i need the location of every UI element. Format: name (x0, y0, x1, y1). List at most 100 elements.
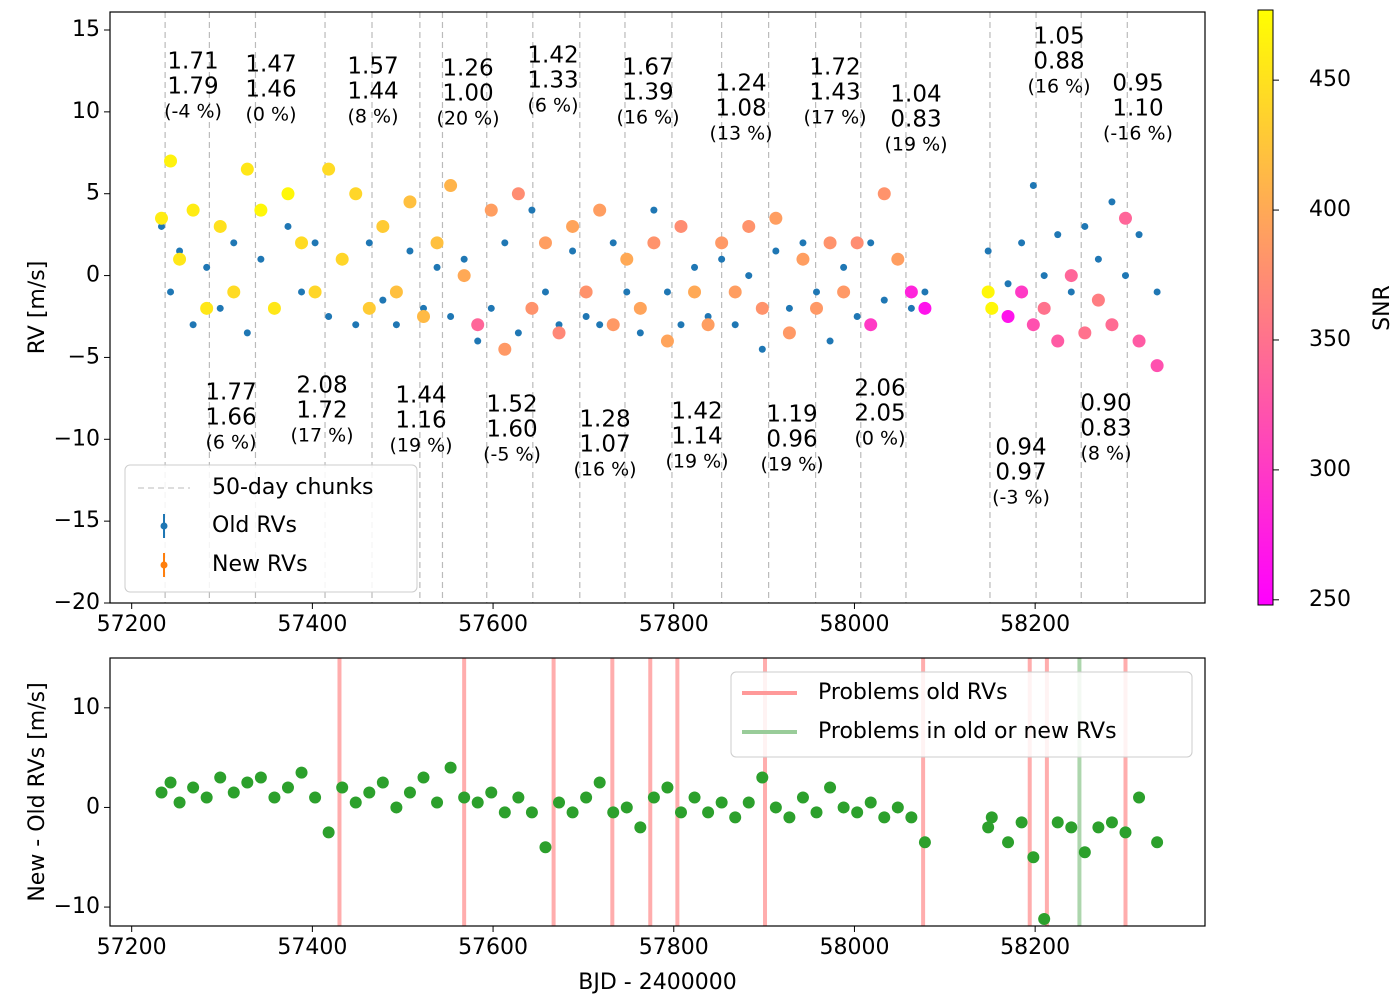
annotation-new: 1.72 (296, 398, 347, 424)
data-point (674, 806, 687, 819)
data-point (769, 211, 783, 225)
data-point (157, 222, 165, 230)
data-point (458, 791, 471, 804)
data-point (1105, 816, 1118, 829)
data-point (810, 301, 824, 315)
data-point (325, 313, 333, 321)
legend-label: New RVs (212, 552, 308, 577)
annotation-pct: (8 %) (1080, 443, 1131, 465)
x-tick-label: 57600 (458, 612, 528, 637)
data-point (758, 345, 766, 353)
data-point (647, 791, 660, 804)
legend-label: Old RVs (212, 513, 297, 538)
data-point (636, 329, 644, 337)
data-point (555, 321, 563, 329)
annotation-old: 1.44 (395, 383, 446, 409)
data-point (230, 239, 238, 247)
data-point (824, 781, 837, 794)
data-point (1133, 791, 1146, 804)
legend-box (730, 671, 1193, 758)
data-point (1054, 231, 1062, 239)
data-point (376, 219, 390, 233)
data-point (593, 776, 606, 789)
annotation-new: 0.88 (1033, 49, 1084, 75)
x-tick-label: 57200 (97, 612, 167, 637)
x-tick-label: 57400 (277, 612, 347, 637)
data-point (769, 801, 782, 814)
annotation-old: 1.04 (890, 82, 941, 108)
annotation-old: 1.77 (205, 380, 256, 406)
data-point (607, 806, 620, 819)
data-point (485, 786, 498, 799)
data-point (660, 334, 674, 348)
data-point (837, 801, 850, 814)
data-point (799, 239, 807, 247)
data-point (254, 771, 267, 784)
annotation-new: 1.07 (579, 432, 630, 458)
data-point (1026, 318, 1040, 332)
data-point (580, 791, 593, 804)
data-point (1038, 913, 1051, 926)
annotation-pct: (-4 %) (164, 101, 222, 123)
data-point (390, 801, 403, 814)
data-point (918, 301, 932, 315)
data-point (1091, 293, 1105, 307)
data-point (403, 195, 417, 209)
x-tick-label: 58200 (1000, 935, 1070, 960)
annotation-pct: (-3 %) (992, 487, 1050, 509)
annotation-old: 1.24 (715, 71, 766, 97)
annotation-new: 1.39 (622, 80, 673, 106)
data-point (525, 301, 539, 315)
data-point (164, 776, 177, 789)
annotation-old: 1.26 (442, 56, 493, 82)
annotation-new: 1.10 (1112, 96, 1163, 122)
data-point (1132, 334, 1146, 348)
annotation-pct: (19 %) (884, 134, 947, 156)
y-tick-label: −10 (54, 894, 100, 919)
data-point (173, 796, 186, 809)
data-point (688, 791, 701, 804)
data-point (853, 313, 861, 321)
data-point (984, 247, 992, 255)
data-point (186, 203, 200, 217)
data-point (1029, 182, 1037, 190)
annotation-pct: (19 %) (760, 454, 823, 476)
data-point (403, 786, 416, 799)
data-point (417, 771, 430, 784)
colorbar-label: SNR (1370, 285, 1395, 331)
data-point (241, 776, 254, 789)
data-point (541, 288, 549, 296)
legend-box (124, 464, 418, 593)
annotation-pct: (16 %) (616, 107, 679, 129)
data-point (501, 239, 509, 247)
annotation-old: 1.72 (809, 55, 860, 81)
data-point (715, 236, 729, 250)
data-point (1118, 211, 1132, 225)
y-axis-label: New - Old RVs [m/s] (25, 682, 50, 901)
data-point (783, 811, 796, 824)
data-point (322, 826, 335, 839)
colorbar-tick-label: 250 (1309, 587, 1351, 612)
y-tick-label: −5 (68, 344, 100, 369)
y-tick-label: −15 (54, 508, 100, 533)
data-point (620, 252, 634, 266)
data-point (444, 761, 457, 774)
legend-label: 50-day chunks (212, 475, 374, 500)
data-point (1018, 239, 1026, 247)
data-point (633, 301, 647, 315)
data-point (257, 255, 265, 263)
annotation-old: 1.28 (579, 407, 630, 433)
data-point (1119, 826, 1132, 839)
annotation-pct: (13 %) (709, 123, 772, 145)
data-point (729, 811, 742, 824)
data-point (525, 806, 538, 819)
data-point (647, 236, 661, 250)
data-point (579, 285, 593, 299)
data-point (728, 285, 742, 299)
data-point (167, 288, 175, 296)
annotation-pct: (0 %) (854, 428, 905, 450)
data-point (851, 806, 864, 819)
annotation-old: 1.19 (766, 402, 817, 428)
data-point (674, 219, 688, 233)
